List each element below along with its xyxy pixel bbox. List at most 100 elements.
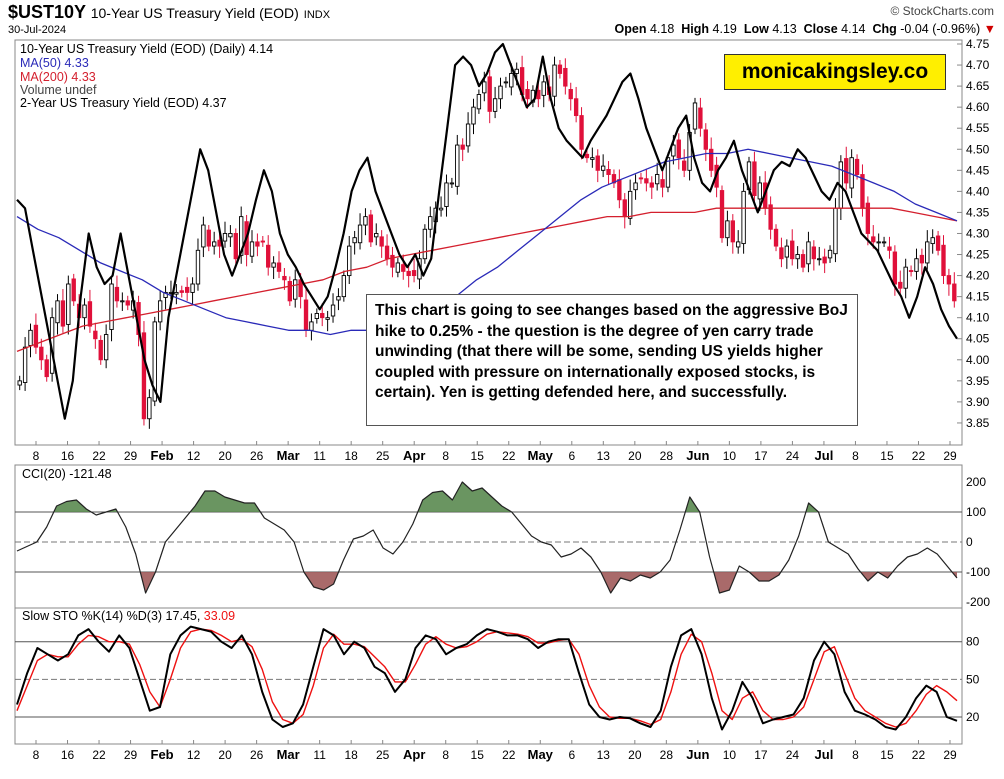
candle-body [817,258,822,261]
legend-ma50: MA(50) 4.33 [20,56,89,70]
candle-body [644,178,649,184]
sto-x-tick-label: 25 [376,748,390,762]
candle-body [174,291,179,295]
chart-header: $UST10Y 10-Year US Treasury Yield (EOD) … [0,0,1004,40]
ohlc-readout: Open 4.18 High 4.19 Low 4.13 Close 4.14 … [614,22,996,36]
high-value: 4.19 [712,22,737,36]
candle-body [514,68,519,74]
price-x-tick-label: 18 [344,449,358,463]
cci-overbought-area [190,491,261,512]
candle-body [260,240,265,243]
candle-body [395,262,401,273]
candle-body [800,254,806,268]
price-y-tick-label: 4.35 [966,205,990,219]
legend-ma200: MA(200) 4.33 [20,70,96,84]
sto-x-tick-label: 8 [33,748,40,762]
candle-body [228,233,233,238]
candle-body [633,182,638,191]
candle-body [438,207,444,211]
sto-x-tick-label: 22 [92,748,106,762]
sto-x-tick-label: Feb [151,747,174,762]
cci-oversold-area [600,572,661,593]
price-y-tick-label: 4.05 [966,332,990,346]
candle-body [82,304,87,319]
candle-body [411,270,417,277]
price-y-tick-label: 3.85 [966,416,990,430]
candle-body [892,251,898,285]
sto-x-tick-label: 20 [218,748,232,762]
price-x-tick-label: 26 [250,449,264,463]
candle-body [33,324,39,348]
candle-body [39,346,44,361]
candle-body [698,107,703,129]
sto-x-tick-label: 18 [344,748,358,762]
candle-body [384,245,390,260]
candle-body [622,199,627,218]
candle-body [573,98,579,117]
candle-body [595,155,600,171]
cci-legend: CCI(20) -121.48 [22,467,112,481]
candle-body [590,157,595,160]
candle-body [195,249,201,285]
candle-body [887,246,892,251]
candle-body [854,158,860,175]
price-x-tick-label: 20 [628,449,642,463]
sto-x-tick-label: 10 [723,748,737,762]
candle-body [276,262,282,272]
price-x-tick-label: 17 [754,449,768,463]
price-x-tick-label: 11 [313,449,326,463]
candle-body [66,283,71,325]
price-y-tick-label: 4.20 [966,269,990,283]
sto-x-tick-label: 24 [786,748,800,762]
candle-body [925,241,930,264]
candle-body [638,177,644,180]
candle-body [239,216,244,256]
cci-oversold-area [140,572,156,593]
price-y-tick-label: 4.65 [966,79,990,93]
candle-body [471,106,476,125]
candle-body [487,76,492,112]
candle-body [952,283,957,302]
candle-body [822,256,827,264]
candle-body [71,278,76,302]
candle-body [914,258,919,272]
candle-body [428,216,433,230]
low-value: 4.13 [772,22,797,36]
candle-body [557,64,563,74]
candle-body [309,321,314,331]
watermark-label: monicakingsley.co [724,54,946,90]
candle-body [811,246,817,260]
sto-x-tick-label: 22 [912,748,926,762]
cci-y-tick-label: 100 [966,505,986,519]
price-x-tick-label: 8 [852,449,859,463]
candle-body [757,182,762,200]
candle-body [147,397,152,420]
candle-body [709,148,714,171]
sto-x-tick-label: 11 [313,748,326,762]
candle-body [935,235,941,251]
change-value: -0.04 (-0.96%) [900,22,981,36]
candle-body [60,300,66,327]
candle-body [141,332,147,420]
candle-body [401,264,406,272]
candle-body [719,190,725,239]
candle-body [503,81,509,84]
candle-body [44,359,49,378]
candle-body [617,179,622,201]
candle-body [184,286,190,293]
candle-body [606,169,611,175]
candle-body [357,224,363,244]
candle-body [212,241,217,247]
price-x-tick-label: 22 [502,449,516,463]
candle-body [282,275,287,281]
sto-x-tick-label: 15 [880,748,894,762]
candle-body [752,161,757,197]
sto-x-tick-label: 8 [852,748,859,762]
ma50-line [16,148,958,336]
symbol: $UST10Y [8,2,86,22]
candle-body [676,139,681,159]
candle-body [741,190,746,245]
candle-body [98,339,103,361]
price-x-tick-label: Jun [686,448,709,463]
price-x-tick-label: 22 [912,449,926,463]
